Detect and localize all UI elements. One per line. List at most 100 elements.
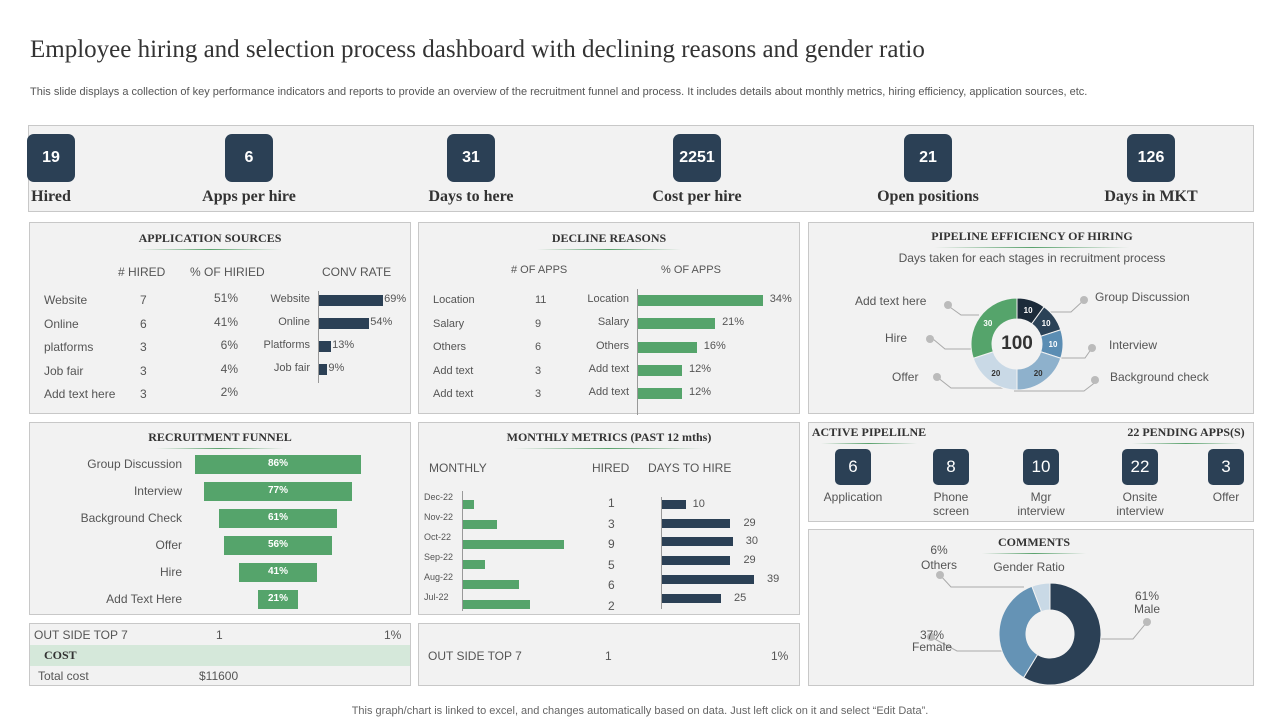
- decline-bar: [638, 364, 683, 376]
- outside-count: 1: [605, 649, 612, 663]
- donut-segment: [970, 297, 1018, 359]
- panel-title: APPLICATION SOURCES: [120, 231, 300, 250]
- total-cost-label: Total cost: [38, 669, 89, 683]
- kpi-label: Days in MKT: [1104, 188, 1198, 205]
- month-label: Aug-22: [424, 572, 454, 582]
- stage-label: Mgr interview: [1017, 490, 1065, 518]
- axis: [661, 497, 662, 609]
- decline-bar: [638, 341, 697, 353]
- donut-segment: [998, 585, 1043, 679]
- decline-label: 12%: [689, 362, 712, 375]
- others-label: Others: [920, 558, 957, 572]
- source-name: Website: [44, 293, 88, 307]
- pipeline-stage: 10 Mgr interview: [991, 449, 1091, 518]
- pipeline-donut: 10 10 10 20 20 30: [932, 297, 1098, 392]
- conv-category: Job fair: [273, 362, 310, 374]
- kpi-card: 126 Days in MKT: [1071, 134, 1231, 206]
- decline-name: Add text: [433, 364, 474, 377]
- kpi-value: 126: [1127, 134, 1175, 182]
- conv-category: Platforms: [263, 339, 310, 351]
- panel-title: DECLINE REASONS: [519, 231, 699, 250]
- axis: [318, 291, 319, 383]
- panel-title: COMMENTS: [969, 535, 1099, 554]
- hired-value: 9: [608, 537, 615, 551]
- conv-bar: [319, 318, 370, 329]
- segment-label: 10: [1024, 306, 1033, 315]
- pipeline-stage: 8 Phone screen: [901, 449, 1001, 518]
- stage-label: Phone screen: [932, 490, 970, 518]
- male-pct: 61%: [1134, 589, 1160, 603]
- leader-dot: [1088, 344, 1096, 352]
- decline-category: Add text: [588, 386, 629, 399]
- hired-value: 2: [608, 598, 615, 613]
- source-name: Add text here: [44, 387, 116, 401]
- kpi-card: 21 Open positions: [848, 134, 1008, 206]
- col-conv: CONV RATE: [322, 265, 392, 279]
- kpi-label: Apps per hire: [202, 188, 296, 205]
- source-pct: 4%: [220, 361, 238, 376]
- segment-label: 10: [1049, 340, 1058, 349]
- col-pct: % OF APPS: [661, 264, 721, 276]
- label-group-discussion: Group Discussion: [1095, 290, 1190, 304]
- decline-reasons-panel: DECLINE REASONS # OF APPS % OF APPS Loca…: [418, 222, 800, 415]
- decline-name: Salary: [433, 317, 465, 330]
- panel-title: PIPELINE EFFICIENCY OF HIRING: [909, 229, 1155, 248]
- decline-bar: [638, 388, 683, 400]
- male-label: Male: [1133, 602, 1160, 616]
- funnel-stage: Hire: [159, 565, 182, 579]
- days-bar: [662, 556, 731, 566]
- kpi-card: 19 Hired: [0, 134, 131, 206]
- axis: [637, 289, 638, 415]
- month-label: Jul-22: [424, 592, 449, 602]
- decline-apps: 11: [535, 294, 547, 306]
- source-pct: 2%: [220, 385, 238, 399]
- outside-top-mid-panel: OUT SIDE TOP 7 1 1%: [418, 623, 800, 686]
- days-bar: [662, 518, 731, 528]
- source-hired: 7: [140, 293, 147, 307]
- conv-bar: [319, 295, 384, 306]
- days-label: 30: [745, 535, 759, 548]
- conv-category: Online: [278, 316, 310, 328]
- label-interview: Interview: [1109, 338, 1158, 352]
- stage-label: Application: [823, 490, 883, 504]
- kpi-card: 2251 Cost per hire: [617, 134, 777, 206]
- col-hired: HIRED: [592, 461, 630, 475]
- days-bar: [662, 500, 686, 509]
- panel-title: ACTIVE PIPELILNE: [809, 425, 929, 444]
- stage-count: 8: [933, 449, 969, 485]
- comments-panel: COMMENTS Gender Ratio 6% Others 61% Male…: [808, 529, 1254, 686]
- funnel-bar: 21%: [257, 590, 299, 609]
- month-label: Dec-22: [424, 492, 454, 502]
- segment-label: 20: [1034, 369, 1043, 378]
- decline-label: 16%: [703, 339, 726, 352]
- kpi-label: Days to here: [428, 188, 514, 205]
- decline-bar: [638, 295, 763, 306]
- days-bar: [662, 537, 733, 547]
- hired-value: 1: [608, 496, 615, 510]
- axis: [462, 491, 463, 611]
- panel-subtitle: Days taken for each stages in recruitmen…: [898, 251, 1166, 265]
- segment-label: 30: [983, 319, 992, 328]
- decline-category: Add text: [588, 362, 629, 375]
- kpi-label: Hired: [31, 188, 71, 205]
- segment-label: 20: [991, 369, 1000, 378]
- donut-segment: [1031, 582, 1051, 613]
- total-cost-value: $11600: [199, 669, 239, 683]
- conv-label: 13%: [332, 339, 355, 351]
- conv-category: Website: [270, 293, 310, 305]
- female-pct: 37%: [919, 628, 945, 642]
- outside-top-left-panel: OUT SIDE TOP 7 1 1% COST Total cost $116…: [29, 623, 411, 686]
- funnel-stage: Interview: [133, 484, 182, 498]
- decline-apps: 3: [535, 388, 542, 400]
- funnel-stage: Add Text Here: [106, 592, 182, 606]
- decline-category: Others: [595, 339, 629, 352]
- decline-category: Location: [587, 293, 629, 305]
- label-background-check: Background check: [1110, 370, 1209, 384]
- recruitment-funnel-panel: RECRUITMENT FUNNEL Group Discussion 86% In…: [29, 422, 411, 615]
- decline-apps: 3: [535, 364, 542, 377]
- leader-dot: [1080, 296, 1088, 304]
- funnel-bar: 86%: [195, 455, 361, 474]
- kpi-value: 21: [904, 134, 952, 182]
- panel-title: MONTHLY METRICS (PAST 12 mths): [489, 430, 729, 449]
- pipeline-stage: 3 Offer: [1176, 449, 1276, 504]
